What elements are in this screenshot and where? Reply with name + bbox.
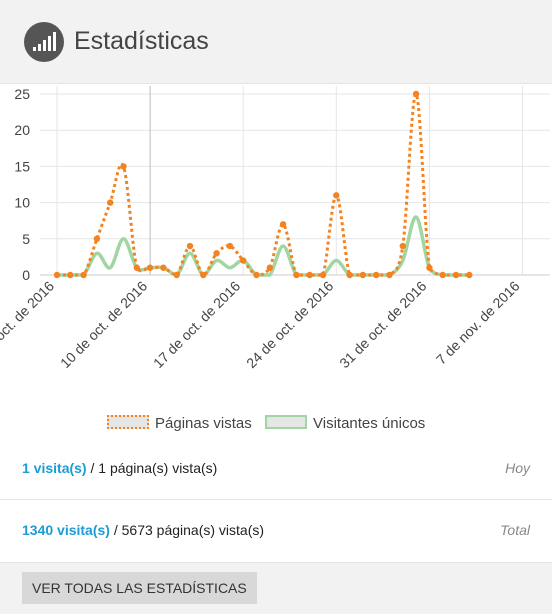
data-point-page-views <box>53 271 61 279</box>
period-label-today: Hoy <box>505 460 530 476</box>
data-point-page-views <box>359 271 367 279</box>
stats-summary-today: 1 visita(s) / 1 página(s) vista(s) <box>22 460 217 476</box>
pages-text-today: / 1 página(s) vista(s) <box>86 460 218 476</box>
x-tick-label: 3 de oct. de 2016 <box>0 278 57 366</box>
data-point-page-views <box>466 271 473 279</box>
data-point-page-views <box>346 271 353 279</box>
data-point-page-views <box>67 271 74 279</box>
data-point-page-views <box>213 250 220 257</box>
x-tick-label: 7 de nov. de 2016 <box>433 278 523 368</box>
data-point-page-views <box>253 271 260 279</box>
data-point-page-views <box>293 271 300 279</box>
data-point-page-views <box>412 90 420 98</box>
data-point-page-views <box>266 264 273 271</box>
y-tick-label: 10 <box>14 195 30 211</box>
data-point-page-views <box>426 264 433 271</box>
data-point-page-views <box>186 242 194 250</box>
stats-row-total: 1340 visita(s) / 5673 página(s) vista(s)… <box>0 502 552 562</box>
data-point-page-views <box>439 271 446 279</box>
legend-label-page-views: Páginas vistas <box>155 415 252 432</box>
data-point-page-views <box>386 271 393 279</box>
data-point-page-views <box>133 264 140 271</box>
period-label-total: Total <box>500 522 530 538</box>
view-all-stats-button[interactable]: VER TODAS LAS ESTADÍSTICAS <box>22 572 257 604</box>
data-point-page-views <box>93 235 101 242</box>
chart-legend: Páginas vistas Visitantes únicos <box>0 412 552 438</box>
data-point-page-views <box>319 271 327 279</box>
data-point-page-views <box>146 264 154 271</box>
series-line-page-views <box>57 92 470 277</box>
visits-link-total[interactable]: 1340 visita(s) <box>22 522 110 538</box>
data-point-page-views <box>399 242 406 250</box>
y-tick-label: 20 <box>14 122 30 138</box>
data-point-page-views <box>80 271 87 279</box>
y-tick-label: 0 <box>22 267 30 283</box>
x-tick-label: 17 de oct. de 2016 <box>150 278 243 371</box>
x-tick-label: 24 de oct. de 2016 <box>243 278 336 371</box>
data-point-page-views <box>240 257 247 264</box>
y-tick-label: 25 <box>14 86 30 102</box>
data-point-page-views <box>306 271 313 279</box>
data-point-page-views <box>120 163 127 170</box>
stats-panel-header: Estadísticas <box>0 0 552 84</box>
data-point-page-views <box>333 192 340 199</box>
data-point-page-views <box>173 271 180 279</box>
legend-swatch-page-views <box>107 415 149 429</box>
data-point-page-views <box>107 199 114 206</box>
stats-summary-total: 1340 visita(s) / 5673 página(s) vista(s) <box>22 522 264 538</box>
data-point-page-views <box>200 271 207 279</box>
legend-label-unique-visitors: Visitantes únicos <box>313 415 426 432</box>
data-point-page-views <box>279 221 287 228</box>
stats-row-today: 1 visita(s) / 1 página(s) vista(s) Hoy <box>0 440 552 500</box>
data-point-page-views <box>226 242 234 250</box>
x-tick-label: 31 de oct. de 2016 <box>336 278 429 371</box>
legend-swatch-unique-visitors <box>265 415 307 429</box>
panel-footer: VER TODAS LAS ESTADÍSTICAS <box>0 562 552 614</box>
pages-text-total: / 5673 página(s) vista(s) <box>109 522 265 538</box>
y-tick-label: 5 <box>22 231 30 247</box>
x-tick-label: 10 de oct. de 2016 <box>57 278 150 371</box>
data-point-page-views <box>160 264 167 271</box>
signal-bars-icon <box>24 22 64 62</box>
data-point-page-views <box>452 271 460 279</box>
panel-title: Estadísticas <box>74 27 209 55</box>
data-point-page-views <box>373 271 380 279</box>
y-tick-label: 15 <box>14 158 30 174</box>
visits-link-today[interactable]: 1 visita(s) <box>22 460 87 476</box>
series-line-unique-visitors <box>57 215 470 277</box>
